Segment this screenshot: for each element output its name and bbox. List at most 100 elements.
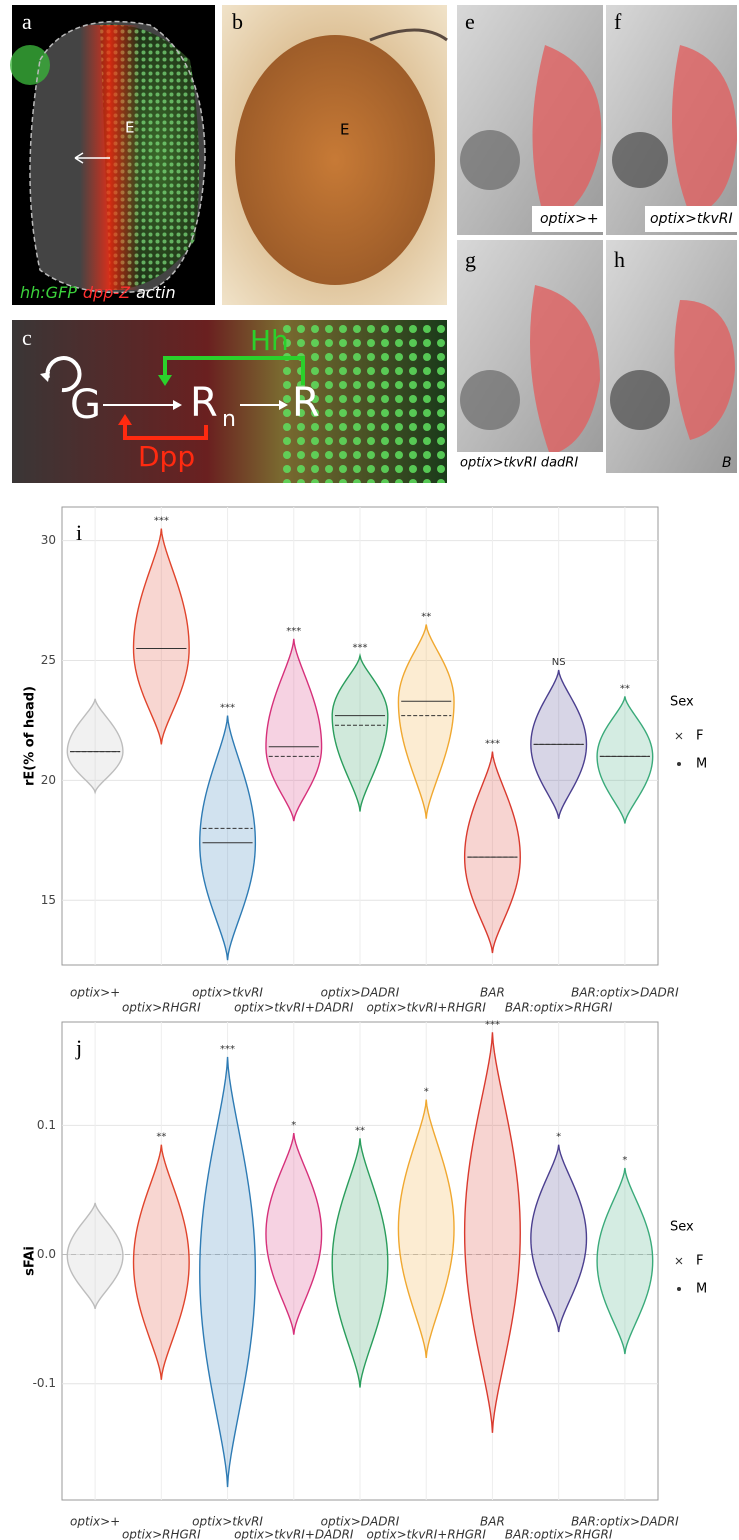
violin bbox=[66, 1202, 124, 1309]
panel-letter: j bbox=[75, 1035, 82, 1060]
x-tick-label: optix>tkvRI+RHGRI bbox=[367, 1001, 487, 1015]
panel-letter: g bbox=[465, 247, 476, 272]
panel-letter: e bbox=[465, 9, 475, 34]
significance-label: * bbox=[556, 1132, 561, 1143]
node-label: R bbox=[292, 380, 320, 426]
x-tick-label: optix>tkvRI bbox=[192, 1515, 263, 1529]
violin bbox=[397, 624, 455, 819]
significance-label: *** bbox=[220, 703, 235, 714]
x-tick-label: optix>DADRI bbox=[321, 986, 400, 1000]
violin bbox=[596, 1167, 654, 1355]
legend-title: Sex bbox=[670, 695, 694, 710]
significance-label: *** bbox=[220, 1044, 235, 1055]
panel-letter: b bbox=[232, 9, 243, 34]
signal-label: Hh bbox=[250, 324, 289, 357]
x-tick-label: BAR:optix>DADRI bbox=[571, 986, 679, 1000]
violin bbox=[463, 751, 521, 954]
violin bbox=[265, 638, 323, 822]
genotype-label: optix>tkvRI bbox=[650, 211, 733, 227]
significance-label: *** bbox=[353, 643, 368, 654]
panel-f: f optix>tkvRI bbox=[606, 5, 737, 235]
legend-title: Sex bbox=[670, 1220, 694, 1235]
significance-label: ** bbox=[156, 1132, 166, 1143]
x-tick-label: optix>tkvRI+DADRI bbox=[234, 1528, 354, 1540]
x-tick-label: BAR:optix>RHGRI bbox=[505, 1001, 613, 1015]
x-tick-label: BAR bbox=[480, 986, 505, 1000]
violin bbox=[132, 1144, 190, 1380]
significance-label: ** bbox=[355, 1125, 365, 1136]
region-label: E bbox=[340, 121, 349, 139]
stain: hh:GFP bbox=[20, 283, 77, 302]
genotype-label: optix>tkvRI dadRI bbox=[460, 456, 578, 471]
legend-label: F bbox=[696, 729, 703, 744]
y-tick-label: 0.1 bbox=[37, 1118, 56, 1132]
violin bbox=[596, 696, 654, 824]
violin bbox=[132, 528, 190, 745]
y-tick-label: 20 bbox=[41, 773, 56, 787]
y-tick-label: 25 bbox=[41, 653, 56, 667]
y-tick-label: 30 bbox=[41, 533, 56, 547]
significance-label: * bbox=[622, 1155, 627, 1166]
region-label: E bbox=[125, 119, 134, 137]
panel-letter: h bbox=[614, 247, 625, 272]
node-label: R bbox=[190, 380, 218, 426]
x-tick-label: optix>RHGRI bbox=[122, 1528, 201, 1540]
y-tick-label: -0.1 bbox=[33, 1376, 56, 1390]
legend-label: M bbox=[696, 757, 707, 772]
panel-a: a E hh:GFP dpp-Z actin bbox=[10, 5, 215, 305]
y-axis-label: rE(% of head) bbox=[23, 686, 38, 786]
legend-marker bbox=[677, 762, 681, 766]
legend-label: M bbox=[696, 1282, 707, 1297]
panel-h: h B bbox=[606, 240, 737, 473]
panel-c: c G R n R Hh Dpp bbox=[12, 320, 447, 483]
significance-label: *** bbox=[286, 626, 301, 637]
x-tick-label: optix>tkvRI bbox=[192, 986, 263, 1000]
significance-label: *** bbox=[154, 516, 169, 527]
violin bbox=[199, 715, 257, 961]
x-tick-label: BAR:optix>RHGRI bbox=[505, 1528, 613, 1540]
violin bbox=[397, 1099, 455, 1358]
node-label: G bbox=[70, 382, 101, 428]
violin bbox=[463, 1032, 521, 1433]
stain: actin bbox=[136, 283, 175, 302]
significance-label: *** bbox=[485, 1019, 500, 1030]
significance-label: ** bbox=[421, 611, 431, 622]
panel-b: b E bbox=[222, 5, 448, 305]
y-tick-label: 0.0 bbox=[37, 1247, 56, 1261]
significance-label: NS bbox=[552, 657, 566, 668]
significance-label: * bbox=[291, 1120, 296, 1131]
violin bbox=[331, 1138, 389, 1388]
x-tick-label: BAR bbox=[480, 1515, 505, 1529]
genotype-label: optix>+ bbox=[540, 211, 599, 227]
significance-label: * bbox=[424, 1087, 429, 1098]
x-tick-label: optix>tkvRI+RHGRI bbox=[367, 1528, 487, 1540]
genotype-label: B bbox=[722, 455, 732, 471]
legend-marker bbox=[675, 732, 683, 740]
x-tick-label: optix>RHGRI bbox=[122, 1001, 201, 1015]
panel-letter: a bbox=[22, 9, 32, 34]
significance-label: ** bbox=[620, 683, 630, 694]
y-axis-label: sFAi bbox=[23, 1246, 38, 1276]
violin bbox=[66, 698, 124, 795]
stain-labels: hh:GFP dpp-Z actin bbox=[20, 283, 176, 302]
x-tick-label: optix>DADRI bbox=[321, 1515, 400, 1529]
panel-g: g optix>tkvRI dadRI bbox=[457, 240, 603, 473]
significance-label: *** bbox=[485, 739, 500, 750]
legend-marker bbox=[677, 1287, 681, 1291]
legend-marker bbox=[675, 1257, 683, 1265]
node-subscript: n bbox=[222, 407, 236, 432]
panel-letter: i bbox=[76, 520, 82, 545]
x-tick-label: optix>tkvRI+DADRI bbox=[234, 1001, 354, 1015]
y-tick-label: 15 bbox=[41, 893, 56, 907]
signal-label: Dpp bbox=[138, 440, 195, 473]
legend-label: F bbox=[696, 1254, 703, 1269]
panel-e: e optix>+ bbox=[457, 5, 603, 235]
violin bbox=[265, 1133, 323, 1335]
x-tick-label: optix>+ bbox=[70, 986, 120, 1000]
violin bbox=[331, 652, 389, 812]
x-tick-label: BAR:optix>DADRI bbox=[571, 1515, 679, 1529]
violin bbox=[199, 1056, 257, 1488]
violin bbox=[530, 1144, 588, 1333]
x-tick-label: optix>+ bbox=[70, 1515, 120, 1529]
